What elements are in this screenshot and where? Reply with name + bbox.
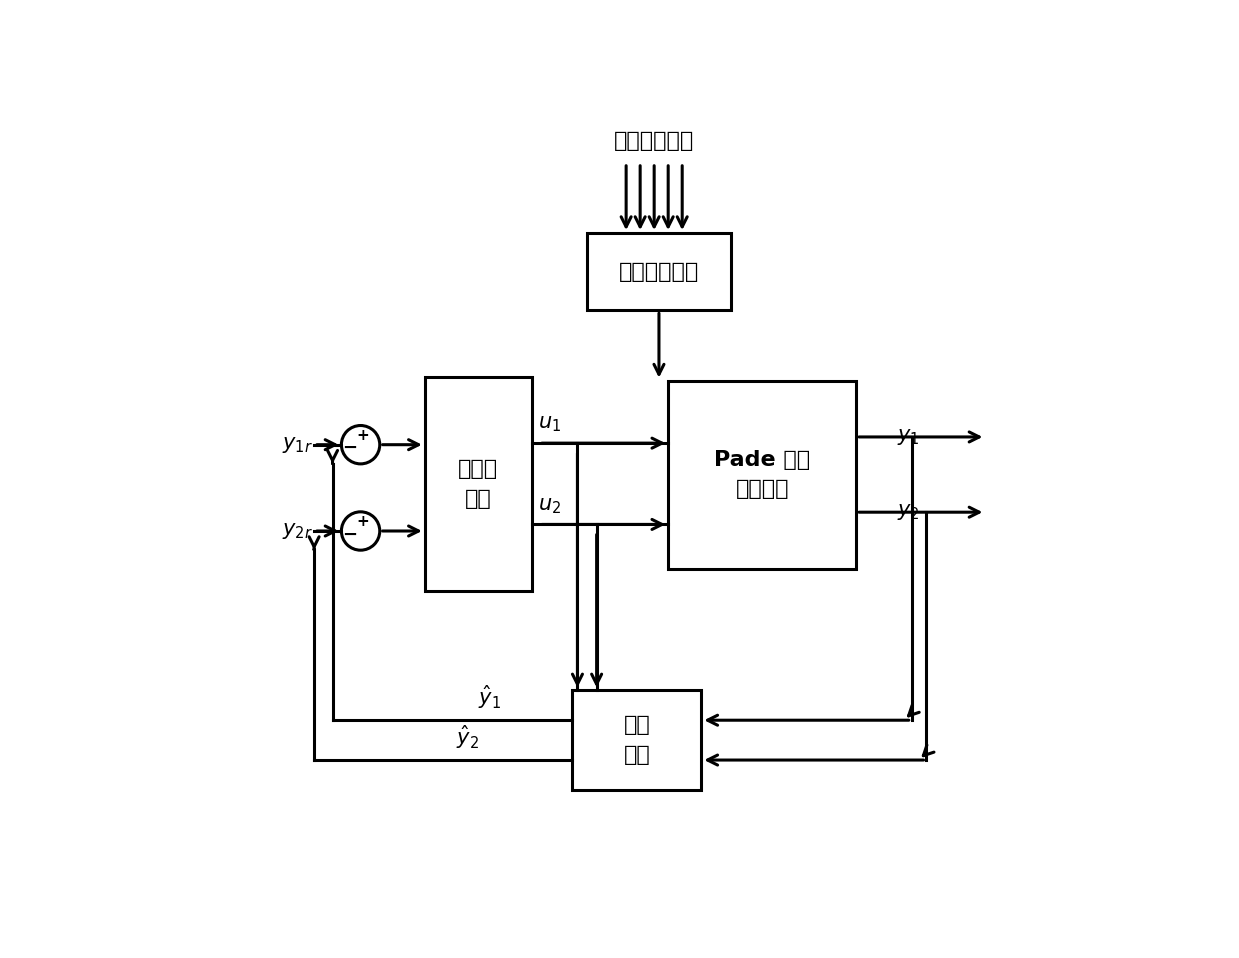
Text: $\hat{y}_2$: $\hat{y}_2$ — [456, 723, 478, 751]
Text: −: − — [342, 526, 357, 544]
Bar — [572, 691, 701, 790]
Text: Pade 近似
降阶模型: Pade 近似 降阶模型 — [714, 449, 810, 499]
Text: $u_1$: $u_1$ — [538, 414, 561, 434]
Text: +: + — [357, 513, 369, 529]
Text: 预测
模型: 预测 模型 — [623, 716, 650, 764]
Bar — [425, 376, 532, 591]
Text: 对象模型拟合: 对象模型拟合 — [618, 262, 699, 282]
Text: 预估控
制器: 预估控 制器 — [458, 459, 498, 509]
Text: 输入输出数据: 输入输出数据 — [615, 131, 694, 150]
Text: $u_2$: $u_2$ — [538, 495, 561, 515]
Text: $y_{1r}$: $y_{1r}$ — [282, 435, 313, 455]
Bar — [587, 233, 731, 310]
Text: −: − — [342, 440, 357, 457]
Bar — [668, 380, 856, 569]
Text: $y_1$: $y_1$ — [897, 427, 919, 447]
Text: $y_2$: $y_2$ — [897, 502, 919, 522]
Text: $y_{2r}$: $y_{2r}$ — [282, 521, 313, 541]
Text: +: + — [357, 427, 369, 443]
Text: $\hat{y}_1$: $\hat{y}_1$ — [478, 684, 501, 712]
